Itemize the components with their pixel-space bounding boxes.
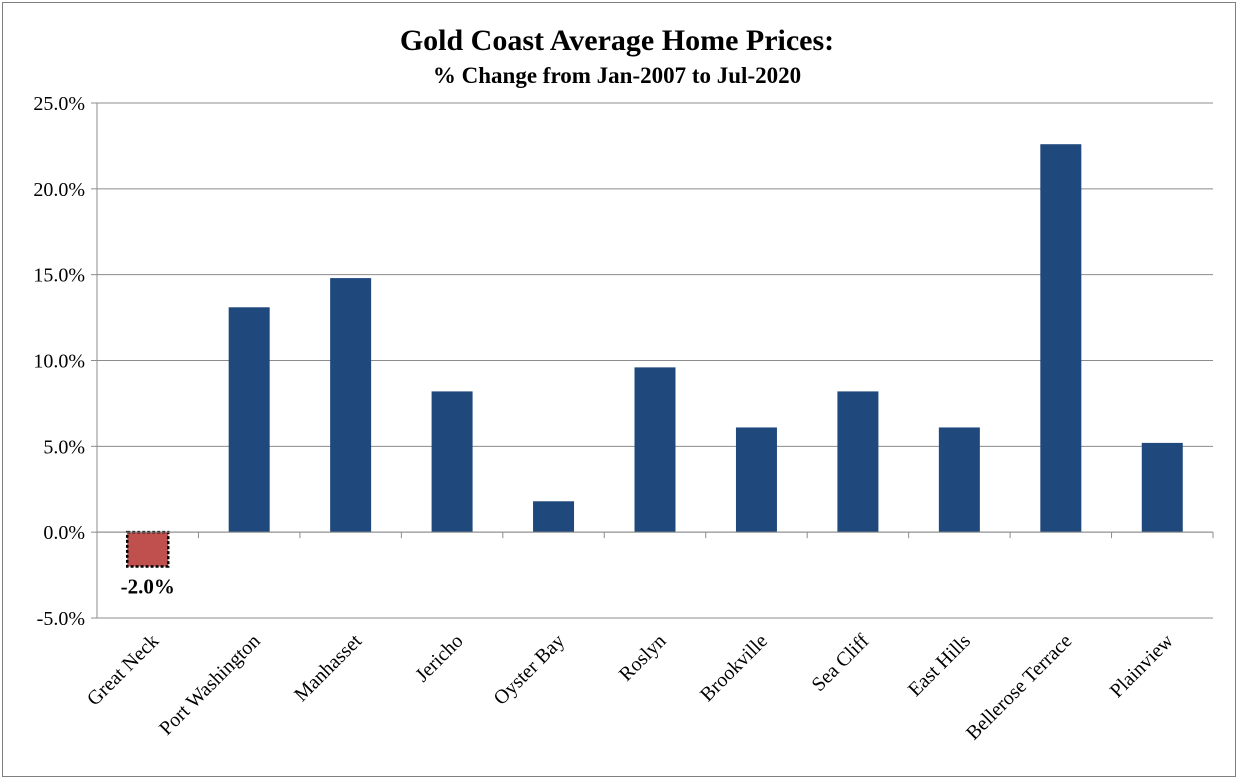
y-tick-label: 25.0% [33, 93, 85, 115]
bars [125, 144, 1183, 568]
x-category-label: Brookville [696, 630, 772, 706]
x-category-label: Port Washington [155, 630, 265, 740]
data-label: -2.0% [121, 575, 175, 599]
x-category-label: East Hills [904, 630, 975, 701]
x-category-label: Manhasset [290, 630, 366, 706]
y-tick-label: 5.0% [43, 436, 85, 458]
axes [96, 103, 1214, 618]
y-tick-label: 20.0% [33, 179, 85, 201]
y-tick-label: 0.0% [43, 522, 85, 544]
bar-jericho [431, 391, 473, 533]
x-category-label: Roslyn [615, 630, 671, 686]
bar-east-hills [938, 427, 980, 533]
x-category-label: Plainview [1106, 630, 1179, 703]
x-category-label: Jericho [411, 630, 467, 686]
bar-great-neck [125, 530, 170, 568]
data-labels: -2.0% [121, 575, 175, 599]
bar-oyster-bay [533, 501, 575, 533]
bar-brookville [735, 427, 777, 533]
y-axis-ticks: -5.0% 0.0% 5.0% 10.0% 15.0% 20.0% 25.0% [33, 93, 97, 630]
y-tick-label: -5.0% [37, 608, 85, 630]
y-tick-label: 15.0% [33, 265, 85, 287]
bar-port-washington [228, 307, 270, 533]
bar-manhasset [330, 278, 372, 533]
x-category-label: Sea Cliff [807, 630, 873, 696]
bar-roslyn [634, 367, 676, 533]
bar-plainview [1141, 442, 1183, 533]
x-category-label: Bellerose Terrace [962, 630, 1077, 745]
y-tick-label: 10.0% [33, 351, 85, 373]
chart-subtitle: % Change from Jan-2007 to Jul-2020 [433, 63, 801, 88]
x-category-label: Great Neck [83, 630, 163, 710]
bar-sea-cliff [837, 391, 879, 533]
chart-title: Gold Coast Average Home Prices: [400, 24, 834, 57]
x-category-label: Oyster Bay [489, 630, 569, 710]
bar-bellerose-terrace [1040, 144, 1082, 533]
